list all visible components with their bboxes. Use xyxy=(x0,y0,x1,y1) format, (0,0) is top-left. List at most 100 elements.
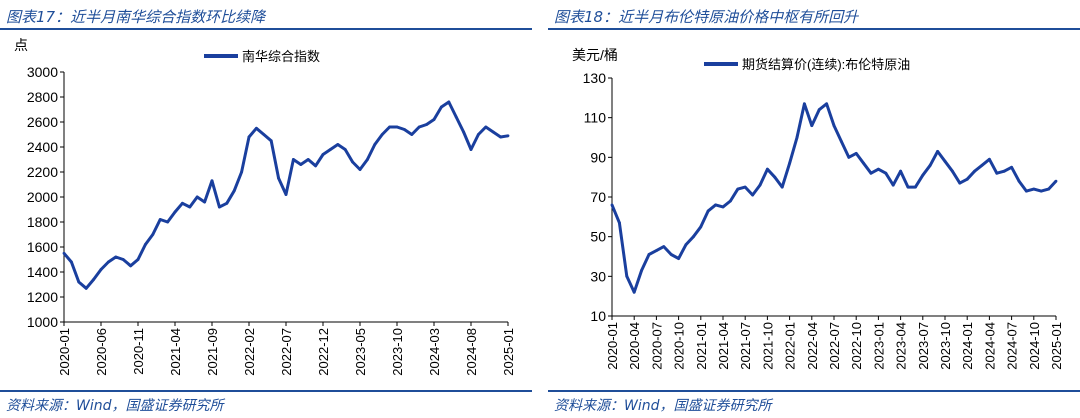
left-data-point xyxy=(262,133,266,136)
right-data-point xyxy=(743,185,747,189)
left-data-point xyxy=(329,148,332,151)
left-data-point xyxy=(107,260,110,264)
right-data-point xyxy=(810,124,814,127)
left-data-point xyxy=(432,118,436,121)
left-data-point xyxy=(395,125,399,129)
right-data-point xyxy=(751,193,754,197)
right-data-point xyxy=(780,185,784,189)
right-x-tick-label: 2025-01 xyxy=(1049,322,1064,370)
left-source-bar: 资料来源：Wind，国盛证券研究所 xyxy=(0,390,532,416)
right-data-point xyxy=(936,150,939,153)
left-data-point xyxy=(454,115,458,119)
left-data-point xyxy=(306,158,310,161)
left-data-point xyxy=(203,200,207,204)
right-y-tick-label: 90 xyxy=(590,149,606,165)
right-x-tick-label: 2021-01 xyxy=(694,322,709,370)
left-data-point xyxy=(358,168,362,171)
left-y-tick-label: 1400 xyxy=(27,264,58,280)
left-data-point xyxy=(477,133,480,136)
right-data-point xyxy=(729,199,732,203)
left-data-point xyxy=(462,130,465,134)
right-data-point xyxy=(610,203,614,207)
right-x-tick-label: 2020-04 xyxy=(627,322,642,370)
right-data-point xyxy=(773,175,777,179)
right-data-point xyxy=(714,203,717,207)
left-data-point xyxy=(440,105,443,109)
left-data-point xyxy=(343,148,347,151)
left-data-point xyxy=(144,243,147,246)
right-x-tick-label: 2022-01 xyxy=(783,322,798,370)
left-data-point xyxy=(99,268,103,271)
left-x-tick-label: 2024-08 xyxy=(464,328,479,376)
right-y-tick-label: 70 xyxy=(590,189,606,205)
right-data-point xyxy=(854,152,858,155)
left-x-tick-label: 2020-06 xyxy=(94,328,109,376)
right-y-tick-label: 130 xyxy=(583,70,607,86)
right-chart-panel: 图表18：近半月布伦特原油价格中枢有所回升 美元/桶 10 30 50 70 90 110… xyxy=(548,0,1080,418)
right-x-tick-label: 2020-07 xyxy=(649,322,664,370)
right-series-line xyxy=(610,102,1058,294)
right-x-tick-label: 2021-10 xyxy=(760,322,775,370)
right-data-point xyxy=(877,167,880,171)
right-data-point xyxy=(980,163,984,167)
right-data-point xyxy=(684,243,688,247)
left-legend-label: 南华综合指数 xyxy=(242,49,320,64)
left-data-point xyxy=(92,278,95,281)
left-y-tick-label: 2200 xyxy=(27,164,58,180)
left-data-point xyxy=(232,189,236,193)
left-data-point xyxy=(166,220,170,224)
left-data-point xyxy=(188,205,192,209)
right-data-point xyxy=(795,136,799,139)
right-x-tick-label: 2020-10 xyxy=(672,322,687,370)
left-y-tick-label: 1000 xyxy=(27,314,58,330)
right-data-point xyxy=(706,209,710,213)
left-data-point xyxy=(62,251,66,255)
right-data-point xyxy=(766,167,769,171)
right-data-point xyxy=(803,102,806,106)
left-data-point xyxy=(366,158,369,161)
right-chart-title: 图表18：近半月布伦特原油价格中枢有所回升 xyxy=(554,8,859,26)
right-y-tick-label: 10 xyxy=(590,308,606,324)
right-title-bar: 图表18：近半月布伦特原油价格中枢有所回升 xyxy=(548,4,1080,30)
right-data-point xyxy=(1002,169,1006,173)
right-data-point xyxy=(736,187,740,191)
right-data-point xyxy=(825,102,828,106)
right-data-point xyxy=(847,155,851,159)
right-y-axis-label: 美元/桶 xyxy=(572,47,618,63)
right-x-tick-label: 2023-01 xyxy=(871,322,886,370)
left-data-point xyxy=(351,160,354,164)
right-data-point xyxy=(677,257,680,260)
left-data-point xyxy=(77,280,81,284)
left-y-tick-label: 2600 xyxy=(27,114,58,130)
right-data-point xyxy=(662,245,666,249)
left-data-point xyxy=(484,125,488,129)
right-data-point xyxy=(625,274,629,278)
right-data-point xyxy=(921,173,925,177)
right-data-point xyxy=(951,169,954,173)
left-data-point xyxy=(314,164,317,168)
right-data-point xyxy=(1047,187,1050,191)
left-data-point xyxy=(292,158,295,161)
left-x-tick-label: 2021-04 xyxy=(168,328,183,376)
left-x-tick-label: 2023-10 xyxy=(390,328,405,376)
left-x-tick-label: 2022-07 xyxy=(279,328,294,376)
left-y-tick-label: 1800 xyxy=(27,214,58,230)
right-data-point xyxy=(1032,187,1036,191)
left-data-point xyxy=(151,233,155,236)
left-data-point xyxy=(277,176,280,180)
left-y-tick-label: 2800 xyxy=(27,89,58,105)
right-data-point xyxy=(655,249,658,253)
left-x-tick-label: 2020-11 xyxy=(131,328,146,375)
left-y-tick-label: 1200 xyxy=(27,289,58,305)
right-data-point xyxy=(869,171,873,175)
right-data-point xyxy=(1017,179,1021,183)
left-x-tick-label: 2020-01 xyxy=(57,328,72,376)
left-title-bar: 图表17：近半月南华综合指数环比续降 xyxy=(0,4,532,30)
left-data-point xyxy=(255,126,258,130)
left-x-tick-label: 2024-03 xyxy=(427,328,442,376)
left-chart-panel: 图表17：近半月南华综合指数环比续降 点 1000 1200 1400 1600 180… xyxy=(0,0,532,418)
right-data-point xyxy=(640,269,643,272)
left-x-tick-label: 2025-01 xyxy=(501,328,516,376)
right-y-tick-label: 30 xyxy=(590,268,606,284)
left-data-point xyxy=(129,264,133,268)
